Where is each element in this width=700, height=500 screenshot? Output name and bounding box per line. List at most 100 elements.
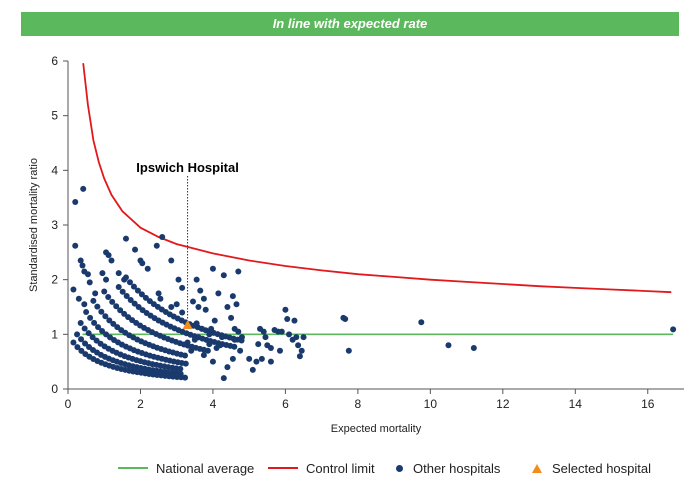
other-hospital-point [99,327,106,334]
other-hospital-point [179,309,186,316]
other-hospital-point [235,328,242,335]
other-hospital-point [284,316,291,323]
other-hospital-point [89,334,96,341]
control-limit-curve [82,63,672,294]
legend-national-average: National average [118,456,254,480]
other-hospital-point [235,268,242,275]
other-hospital-point [295,342,302,349]
legend-other-hospitals-label: Other hospitals [413,460,501,476]
other-hospital-point [190,298,197,305]
x-tick-label: 8 [355,397,362,411]
other-hospital-point [228,314,235,321]
x-tick-label: 12 [496,397,510,411]
other-hospital-point [177,365,184,372]
other-hospital-point [267,358,274,365]
y-tick-label: 5 [51,109,58,123]
other-hospital-point [231,336,238,343]
other-hospital-point [253,358,260,365]
other-hospital-point [260,328,267,335]
other-hospital-point [470,345,477,351]
other-hospital-point [70,286,77,293]
other-hospital-point [177,370,184,377]
other-hospital-point [296,353,303,360]
other-hospital-point [184,339,191,346]
other-hospital-point [267,345,274,351]
other-hospital-point [130,283,137,290]
other-hospital-point [108,257,115,264]
other-hospital-point [220,375,227,382]
other-hospital-point [258,355,265,362]
other-hospital-point [208,325,215,332]
other-hospital-point [72,199,79,206]
other-hospital-point [153,242,160,249]
other-hospital-point [105,293,112,300]
legend-selected-hospital: Selected hospital [532,456,651,480]
other-hospital-point [102,313,109,320]
y-axis-title: Standardised mortality ratio [28,158,40,292]
other-hospital-point [276,347,283,354]
other-hospital-point [282,306,289,313]
other-hospital-point [127,297,134,304]
legend-control-limit: Control limit [268,456,375,480]
other-hospital-point [445,342,452,349]
other-hospital-point [110,320,117,327]
other-hospital-point [81,301,88,308]
other-hospital-point [233,301,240,308]
other-hospital-point [134,287,141,294]
other-hospital-point [219,334,225,341]
other-hospital-point [131,300,138,307]
other-hospital-point [142,294,149,301]
other-hospital-point [293,334,300,341]
other-hospital-point [106,317,113,324]
other-hospital-point [345,347,352,354]
legend-triangle-icon [532,463,542,473]
other-hospital-point [122,235,129,242]
other-hospital-point [197,287,204,294]
other-hospital-point [126,279,133,286]
other-hospital-point [298,347,305,354]
other-hospital-point [188,347,195,354]
other-hospital-point [99,270,106,277]
legend: National average Control limit Other hos… [0,456,700,480]
legend-dot-icon [396,464,403,472]
x-tick-label: 14 [569,397,583,411]
other-hospital-point [159,234,166,241]
legend-national-average-label: National average [156,460,255,476]
other-hospital-point [82,340,89,347]
other-hospital-point [202,306,209,313]
other-hospital-point [84,271,91,278]
y-tick-label: 6 [51,54,58,68]
other-hospital-point [193,320,200,327]
other-hospital-point [79,262,86,269]
other-hospital-point [193,276,200,283]
other-hospital-point [77,319,84,326]
x-tick-label: 2 [137,397,144,411]
other-hospital-point [123,293,130,300]
other-hospital-point [121,310,128,317]
other-hospital-point [173,301,180,308]
other-hospital-point [224,364,231,371]
other-hospital-point [168,257,175,264]
other-hospital-point [92,290,99,297]
other-hospital-point [86,279,93,286]
y-tick-label: 1 [51,327,58,341]
other-hospital-point [81,325,88,332]
other-hospital-point [246,355,253,362]
other-hospital-point [195,334,202,341]
other-hospital-point [229,355,236,362]
other-hospital-point [83,309,90,316]
other-hospital-point [211,317,218,324]
other-hospital-point [113,303,120,310]
other-hospital-point [217,342,224,349]
x-tick-label: 6 [282,397,289,411]
other-hospital-point [179,284,186,291]
other-hospital-point [200,352,207,359]
other-hospital-point [109,298,116,305]
legend-other-hospitals: Other hospitals [396,456,500,480]
other-hospital-point [175,276,182,283]
status-banner: In line with expected rate [21,12,679,36]
other-hospital-point [94,303,101,310]
x-axis-title: Expected mortality [331,423,422,435]
other-hospital-point [200,295,207,302]
